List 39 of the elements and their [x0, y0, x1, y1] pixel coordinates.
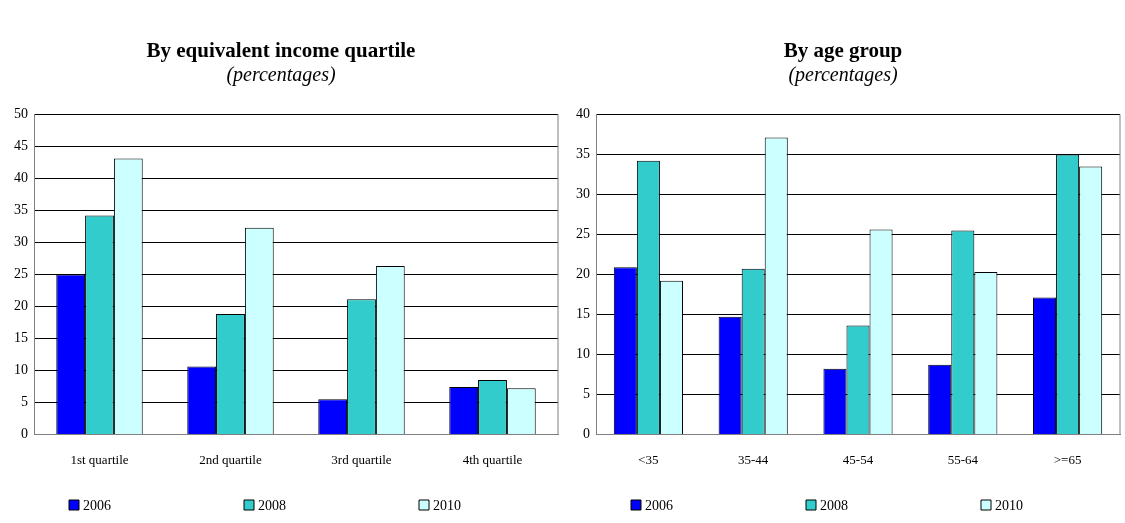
y-tick-label: 40	[576, 106, 590, 122]
y-tick-label: 40	[14, 170, 28, 186]
chart-subtitle: (percentages)	[787, 62, 899, 86]
legend-label: 2006	[645, 497, 673, 513]
x-tick-label: 1st quartile	[70, 451, 129, 467]
chart-subtitle: (percentages)	[225, 62, 337, 86]
y-tick-label: 20	[576, 266, 590, 282]
y-tick-label: 50	[14, 106, 28, 122]
x-tick-label: >=65	[1053, 451, 1082, 467]
y-tick-label: 20	[14, 298, 28, 314]
x-tick-label: 55-64	[947, 451, 979, 467]
y-tick-label: 35	[14, 202, 28, 218]
y-tick-label: 15	[14, 330, 28, 346]
chart-title: By age group	[782, 38, 904, 62]
legend-label: 2008	[258, 497, 286, 513]
legend-label: 2010	[433, 497, 461, 513]
x-tick-label: 4th quartile	[462, 451, 523, 467]
y-tick-label: 5	[21, 394, 28, 410]
y-tick-label: 30	[14, 234, 28, 250]
y-tick-label: 45	[14, 138, 28, 154]
y-tick-label: 0	[21, 426, 28, 442]
y-tick-label: 15	[576, 306, 590, 322]
y-tick-label: 10	[14, 362, 28, 378]
x-tick-label: 2nd quartile	[199, 451, 262, 467]
x-tick-label: 35-44	[738, 451, 769, 467]
x-tick-label: <35	[638, 451, 659, 467]
legend-label: 2006	[83, 497, 111, 513]
y-tick-label: 10	[576, 346, 590, 362]
x-tick-label: 3rd quartile	[331, 451, 392, 467]
y-tick-label: 5	[583, 386, 590, 402]
y-tick-label: 30	[576, 186, 590, 202]
x-tick-label: 45-54	[842, 451, 874, 467]
y-tick-label: 35	[576, 146, 590, 162]
y-tick-label: 25	[576, 226, 590, 242]
y-tick-label: 0	[583, 426, 590, 442]
legend-label: 2010	[995, 497, 1023, 513]
chart-title: By equivalent income quartile	[145, 38, 417, 62]
y-tick-label: 25	[14, 266, 28, 282]
legend-label: 2008	[820, 497, 848, 513]
